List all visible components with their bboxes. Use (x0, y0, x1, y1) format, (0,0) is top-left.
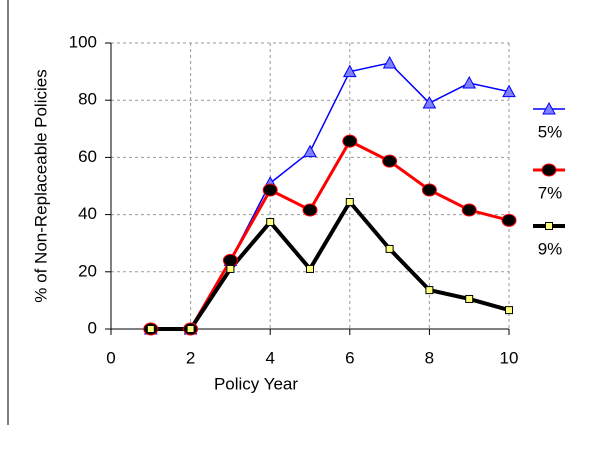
marker (345, 198, 354, 207)
marker (465, 294, 474, 303)
marker (146, 325, 155, 333)
x-tick-label: 6 (345, 348, 354, 367)
y-tick-label: 20 (78, 261, 97, 280)
marker (545, 222, 553, 230)
y-tick-label: 0 (88, 318, 97, 337)
marker (382, 55, 397, 69)
marker (226, 264, 235, 273)
marker (302, 203, 318, 217)
marker (461, 203, 477, 217)
marker (306, 264, 314, 273)
x-tick-label: 2 (186, 348, 195, 367)
x-tick-label: 4 (265, 348, 274, 367)
marker (501, 213, 517, 227)
marker (262, 183, 278, 197)
marker (385, 244, 394, 253)
marker (505, 306, 513, 315)
series-line (150, 139, 510, 331)
marker (382, 154, 398, 168)
marker (541, 163, 557, 177)
x-tick-label: 10 (500, 348, 519, 367)
legend-label: 9% (538, 239, 563, 258)
marker (422, 96, 437, 109)
marker (303, 144, 317, 158)
marker (222, 253, 238, 267)
x-tick-label: 8 (425, 348, 434, 367)
series-line (150, 62, 510, 330)
x-tick-label: 0 (106, 348, 115, 367)
marker (462, 75, 477, 89)
y-tick-label: 80 (78, 90, 97, 109)
marker (421, 183, 437, 197)
y-axis-label: % of Non-Replaceable Policies (31, 69, 50, 302)
marker (342, 64, 357, 78)
legend-label: 5% (538, 122, 563, 141)
marker (542, 101, 556, 115)
marker (266, 218, 275, 227)
legend-label: 7% (538, 183, 563, 202)
marker (342, 134, 358, 148)
marker (502, 84, 516, 98)
x-axis-label: Policy Year (214, 374, 298, 393)
marker (186, 325, 195, 333)
marker (425, 286, 434, 295)
y-tick-label: 60 (78, 147, 97, 166)
series-line (150, 198, 510, 331)
y-tick-label: 40 (78, 204, 97, 223)
y-tick-label: 100 (69, 32, 97, 51)
